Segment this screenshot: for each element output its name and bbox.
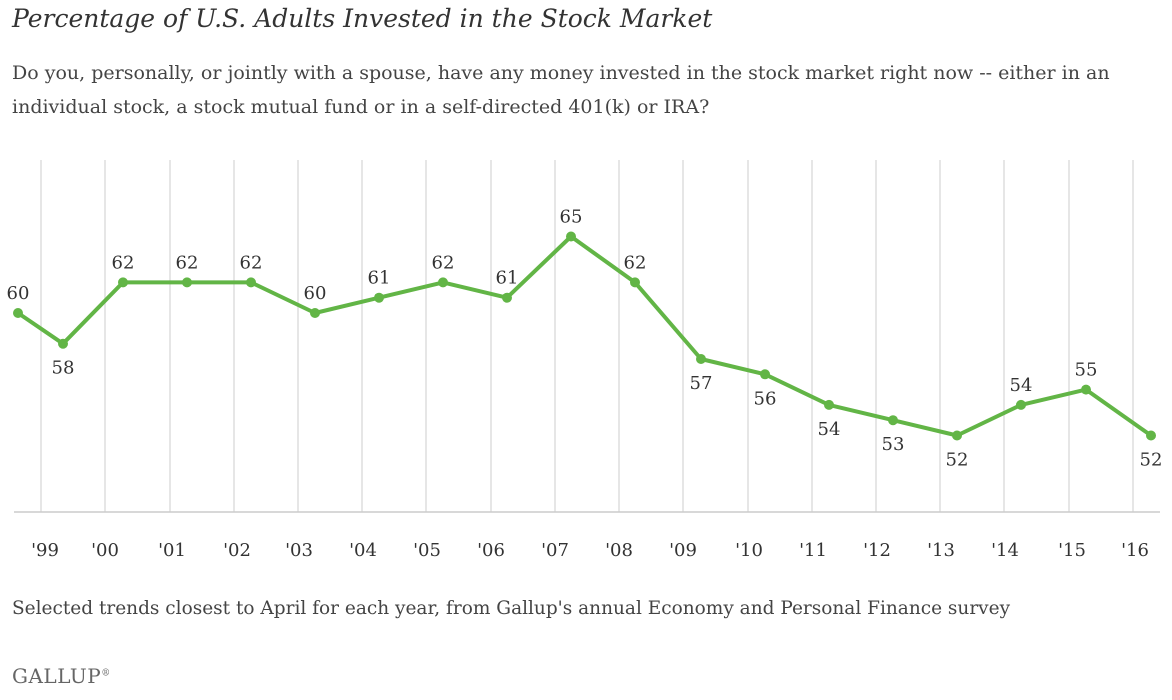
x-tick-label-17: '16 <box>1121 540 1149 561</box>
data-point-6 <box>374 292 384 303</box>
x-tick-label-8: '07 <box>541 540 569 561</box>
x-tick-label-15: '14 <box>991 540 1019 561</box>
data-label-0: 60 <box>7 283 30 304</box>
data-label-10: 62 <box>624 252 647 273</box>
x-tick-label-4: '03 <box>285 540 313 561</box>
x-tick-label-3: '02 <box>223 540 251 561</box>
data-label-15: 52 <box>946 450 969 471</box>
data-label-8: 61 <box>496 268 519 289</box>
gallup-logo: GALLUP® <box>12 664 111 688</box>
x-tick-label-1: '00 <box>91 540 119 561</box>
x-tick-label-7: '06 <box>477 540 505 561</box>
data-label-4: 62 <box>240 252 263 273</box>
data-label-13: 54 <box>818 419 841 440</box>
data-point-0 <box>13 308 23 318</box>
data-label-7: 62 <box>432 252 455 273</box>
data-point-4 <box>246 277 256 288</box>
data-label-9: 65 <box>560 207 583 228</box>
x-tick-label-13: '12 <box>863 540 891 561</box>
data-label-3: 62 <box>176 252 199 273</box>
series-layer: 60 58 62 62 62 60 61 62 61 65 62 57 56 54 53 52 54 55 52 <box>7 207 1163 471</box>
data-point-1 <box>58 338 68 349</box>
trademark-mark: ® <box>101 668 111 679</box>
grid-lines <box>40 160 1134 512</box>
source-note: Selected trends closest to April for eac… <box>12 598 1011 619</box>
data-label-2: 62 <box>112 252 135 273</box>
x-tick-label-0: '99 <box>31 540 59 561</box>
data-point-7 <box>438 277 448 288</box>
x-tick-label-9: '08 <box>605 540 633 561</box>
x-tick-labels: '99 '00 '01 '02 '03 '04 '05 '06 '07 '08 '09 '10 '11 '… <box>31 540 1149 561</box>
data-label-18: 52 <box>1140 450 1163 471</box>
data-point-17 <box>1081 384 1091 395</box>
x-tick-label-2: '01 <box>158 540 186 561</box>
x-tick-label-6: '05 <box>413 540 441 561</box>
data-point-3 <box>182 277 192 288</box>
x-tick-label-10: '09 <box>669 540 697 561</box>
data-label-16: 54 <box>1010 375 1033 396</box>
x-tick-label-11: '10 <box>735 540 763 561</box>
data-point-13 <box>824 399 834 410</box>
data-point-11 <box>696 354 706 364</box>
data-point-12 <box>760 369 770 380</box>
data-point-10 <box>630 277 640 288</box>
data-label-14: 53 <box>882 434 905 455</box>
chart-subtitle: Do you, personally, or jointly with a sp… <box>12 62 1110 118</box>
gallup-logo-text: GALLUP <box>12 664 102 688</box>
x-tick-label-16: '15 <box>1058 540 1086 561</box>
data-point-15 <box>952 430 962 441</box>
data-label-12: 56 <box>754 388 777 409</box>
x-tick-label-5: '04 <box>349 540 377 561</box>
data-point-14 <box>888 415 898 426</box>
x-tick-label-14: '13 <box>927 540 955 561</box>
data-point-5 <box>310 308 320 318</box>
data-label-1: 58 <box>52 358 75 379</box>
data-point-9 <box>566 231 576 242</box>
data-label-17: 55 <box>1075 360 1098 381</box>
data-point-8 <box>502 292 512 303</box>
data-point-18 <box>1146 430 1156 441</box>
data-point-16 <box>1016 399 1026 410</box>
data-point-2 <box>118 277 128 288</box>
data-label-6: 61 <box>368 268 391 289</box>
data-label-5: 60 <box>304 283 327 304</box>
data-label-11: 57 <box>690 373 713 394</box>
x-tick-label-12: '11 <box>799 540 827 561</box>
chart-title: Percentage of U.S. Adults Invested in th… <box>12 4 713 33</box>
